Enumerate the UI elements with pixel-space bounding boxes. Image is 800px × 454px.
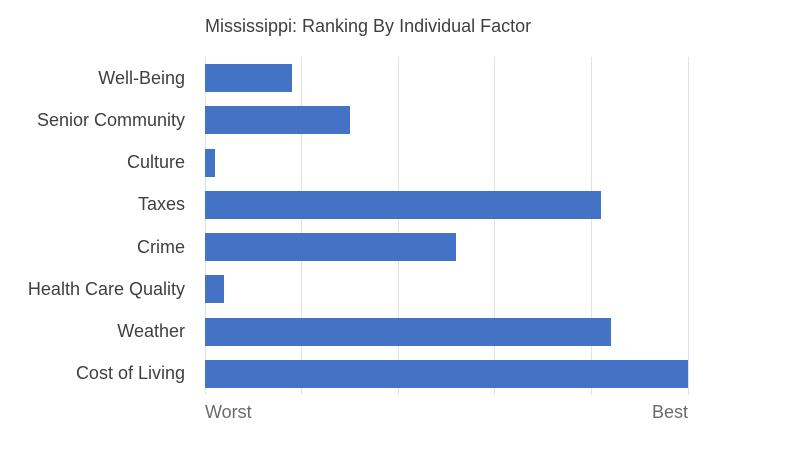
gridline xyxy=(590,57,592,395)
bar-row xyxy=(205,353,688,395)
bar-row xyxy=(205,57,688,99)
bar-culture xyxy=(205,148,215,177)
bar-row xyxy=(205,184,688,226)
bar-row xyxy=(205,99,688,141)
category-label: Well-Being xyxy=(98,67,185,88)
bar-row xyxy=(205,226,688,268)
plot-area xyxy=(204,57,689,395)
bar-taxes xyxy=(205,190,602,219)
chart-title: Mississippi: Ranking By Individual Facto… xyxy=(205,16,532,36)
category-label: Taxes xyxy=(137,194,185,215)
category-label: Weather xyxy=(117,321,185,342)
bar-crime xyxy=(205,233,457,262)
x-axis: Worst Best xyxy=(205,402,688,423)
gridline xyxy=(494,57,496,395)
category-label: Culture xyxy=(126,152,185,173)
bar-row xyxy=(205,268,688,310)
gridline xyxy=(204,57,206,395)
category-label: Senior Community xyxy=(36,109,185,130)
bar-row xyxy=(205,311,688,353)
bar-weather xyxy=(205,317,611,346)
bar-cost-of-living xyxy=(205,359,688,388)
category-axis: Well-Being Senior Community Culture Taxes Cr… xyxy=(0,57,195,395)
bar-row xyxy=(205,142,688,184)
bar-health-care-quality xyxy=(205,275,225,304)
category-label: Crime xyxy=(137,236,185,257)
bar-series xyxy=(205,57,688,395)
bar-senior-community xyxy=(205,106,350,135)
category-label: Cost of Living xyxy=(75,363,185,384)
gridline xyxy=(397,57,399,395)
x-axis-label-worst: Worst xyxy=(205,402,252,422)
gridline xyxy=(687,57,689,395)
x-axis-label-best: Best xyxy=(651,402,688,422)
bar-well-being xyxy=(205,64,292,93)
gridline xyxy=(301,57,303,395)
category-label: Health Care Quality xyxy=(27,278,185,299)
